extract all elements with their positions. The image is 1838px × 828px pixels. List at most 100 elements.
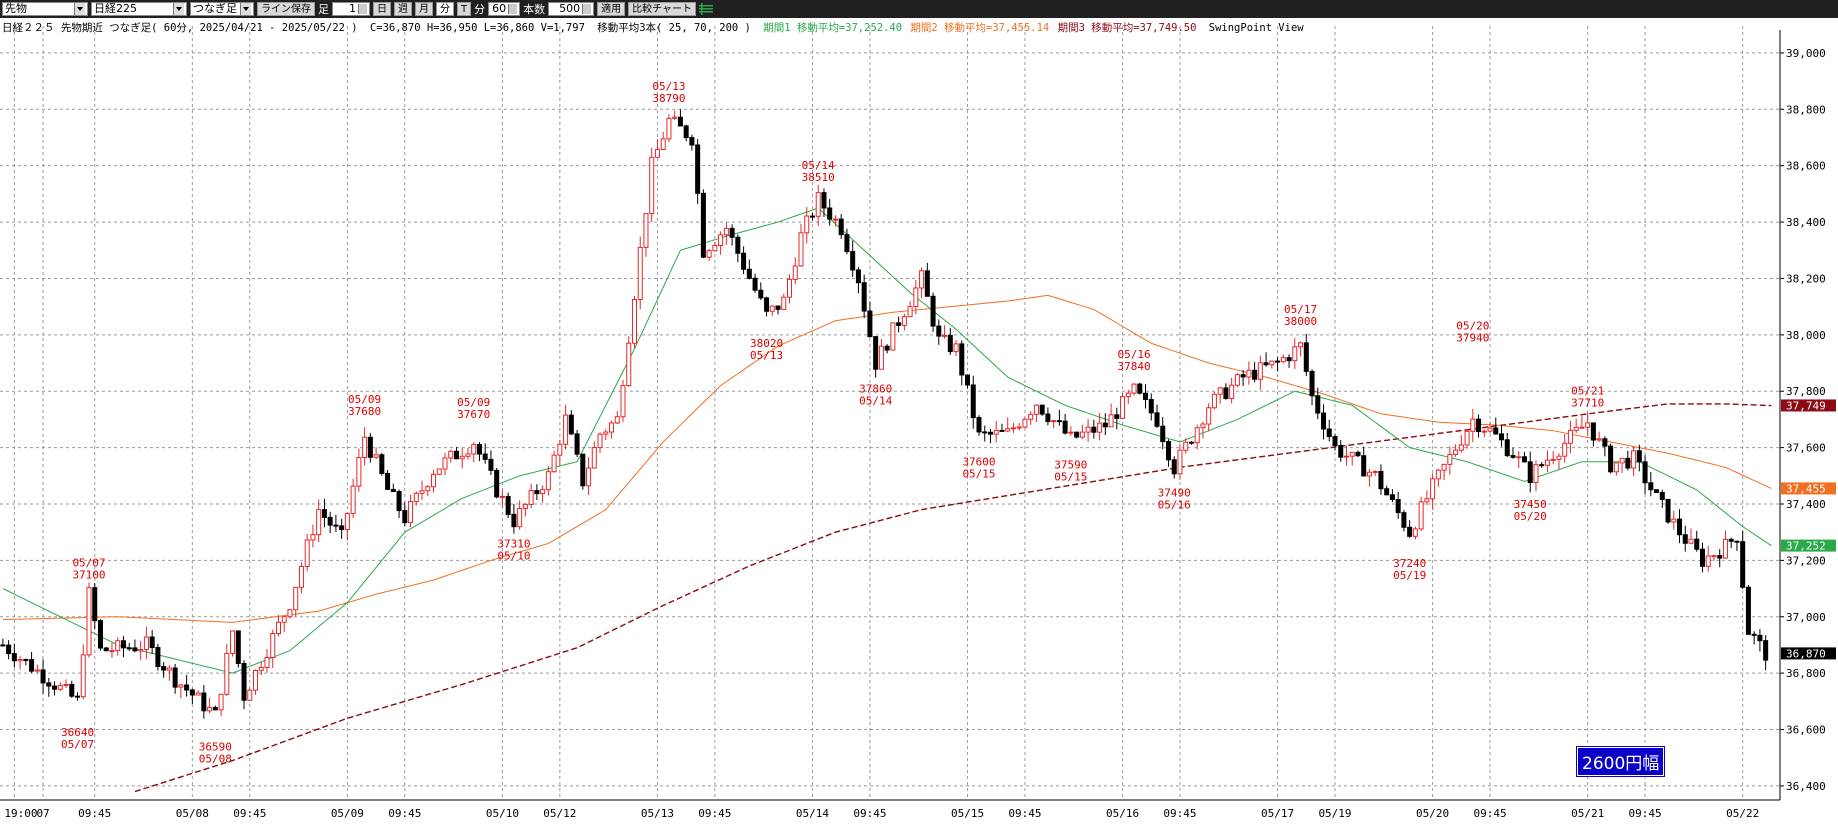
- minute-input[interactable]: 60: [488, 2, 521, 16]
- candle-up: [1424, 498, 1430, 503]
- swing-label: 38000: [1284, 315, 1317, 328]
- candle-down: [1165, 441, 1171, 461]
- candle-down: [1275, 360, 1281, 363]
- instrument-select[interactable]: 日経225: [91, 2, 187, 16]
- candle-up: [637, 246, 643, 301]
- candle-down: [999, 429, 1005, 432]
- candle-up: [597, 433, 603, 449]
- period-tick-button[interactable]: T: [457, 2, 472, 16]
- candle-up: [522, 503, 528, 509]
- candle-up: [540, 489, 546, 495]
- candle-up: [1613, 462, 1619, 473]
- swing-label: 38790: [652, 92, 685, 105]
- swing-label: 37940: [1456, 332, 1489, 345]
- period-day-button[interactable]: 日: [373, 2, 391, 16]
- swing-label: 05/09: [457, 396, 490, 409]
- candle-down: [838, 218, 844, 236]
- candle-up: [798, 232, 804, 267]
- candle-down: [959, 343, 965, 376]
- candle-up: [431, 473, 437, 488]
- count-input[interactable]: 500: [548, 2, 595, 16]
- spinner-icon[interactable]: [582, 4, 592, 14]
- axis-tag: [1781, 482, 1836, 495]
- candle-down: [1171, 459, 1177, 475]
- candle-down: [1338, 445, 1344, 458]
- x-tick-label: 09:45: [1473, 807, 1506, 820]
- ma1-line-group: [2, 207, 1772, 674]
- y-tick-label: 36,800: [1786, 667, 1826, 680]
- candle-down: [1648, 482, 1654, 491]
- compare-chart-button[interactable]: 比較チャート: [628, 2, 697, 16]
- candle-down: [1137, 383, 1143, 394]
- period-month-button[interactable]: 月: [415, 2, 433, 16]
- swing-label: 36590: [199, 740, 232, 753]
- chart-style-icon[interactable]: [699, 3, 714, 15]
- bar-type-select[interactable]: つなぎ足: [190, 2, 254, 16]
- candle-down: [976, 417, 982, 433]
- y-tick-label: 38,600: [1786, 160, 1826, 173]
- candle-up: [459, 455, 465, 460]
- swing-label: 05/07: [61, 738, 94, 751]
- candle-up: [499, 495, 505, 498]
- candle-up: [287, 609, 293, 618]
- candle-down: [1654, 489, 1660, 493]
- candle-down: [982, 431, 988, 434]
- candle-down: [1143, 392, 1149, 400]
- candle-down: [1504, 439, 1510, 457]
- candle-up: [471, 444, 477, 455]
- market-select-value: 先物: [5, 2, 27, 15]
- candle-down: [488, 458, 494, 471]
- range-badge: 2600円幅: [1575, 746, 1666, 777]
- candle-up: [1453, 449, 1459, 455]
- chart-title: 日経２２５ 先物期近 つなぎ足( 60分, 2025/04/21 - 2025/…: [2, 22, 358, 34]
- ashi-input[interactable]: 1: [332, 2, 370, 16]
- x-tick-label: 09:45: [233, 807, 266, 820]
- period-minute-button[interactable]: 分: [436, 2, 454, 16]
- x-tick-label: 05/15: [951, 807, 984, 820]
- candle-up: [643, 213, 649, 248]
- candle-up: [1257, 362, 1263, 380]
- candle-up: [1217, 387, 1223, 395]
- market-select[interactable]: 先物: [2, 2, 88, 16]
- spinner-icon[interactable]: [358, 4, 367, 14]
- candle-up: [517, 507, 523, 528]
- x-tick-label: 05/12: [543, 807, 576, 820]
- candle-up: [787, 278, 793, 298]
- candle-up: [310, 534, 316, 541]
- candle-down: [1677, 518, 1683, 536]
- candle-up: [1631, 450, 1637, 469]
- candle-down: [1740, 541, 1746, 588]
- x-tick-label: 09:45: [388, 807, 421, 820]
- save-line-button[interactable]: ライン保存: [257, 2, 315, 16]
- candle-up: [230, 630, 236, 654]
- y-tick-label: 36,400: [1786, 780, 1826, 793]
- apply-button[interactable]: 適用: [597, 2, 626, 16]
- candle-down: [212, 706, 218, 711]
- candle-up: [1079, 431, 1085, 438]
- axis-tag-label: 37,749: [1786, 399, 1826, 412]
- chart-info-bar: 日経２２５ 先物期近 つなぎ足( 60分, 2025/04/21 - 2025/…: [2, 20, 1310, 34]
- chevron-down-icon[interactable]: [74, 3, 85, 15]
- swing-label: 37240: [1393, 557, 1426, 570]
- candle-down: [534, 490, 540, 495]
- chevron-down-icon[interactable]: [173, 3, 184, 15]
- candle-up: [551, 454, 557, 473]
- candle-down: [97, 620, 103, 649]
- count-label: 本数: [523, 3, 546, 16]
- candle-down: [1757, 634, 1763, 642]
- candle-down: [40, 669, 46, 684]
- chevron-down-icon[interactable]: [240, 3, 251, 15]
- candle-down: [1074, 431, 1080, 438]
- candle-down: [1303, 342, 1309, 372]
- period-week-button[interactable]: 週: [394, 2, 412, 16]
- candle-up: [224, 652, 230, 695]
- candle-up: [465, 453, 471, 457]
- ma-header: 移動平均3本( 25, 70, 200 ): [597, 22, 751, 34]
- spinner-icon[interactable]: [508, 4, 518, 14]
- x-tick-label: 05/13: [641, 807, 674, 820]
- swing-label: 05/07: [72, 557, 105, 570]
- ma1-readout: 期間1 移動平均=37,252.40: [763, 22, 903, 34]
- candle-down: [1682, 534, 1688, 544]
